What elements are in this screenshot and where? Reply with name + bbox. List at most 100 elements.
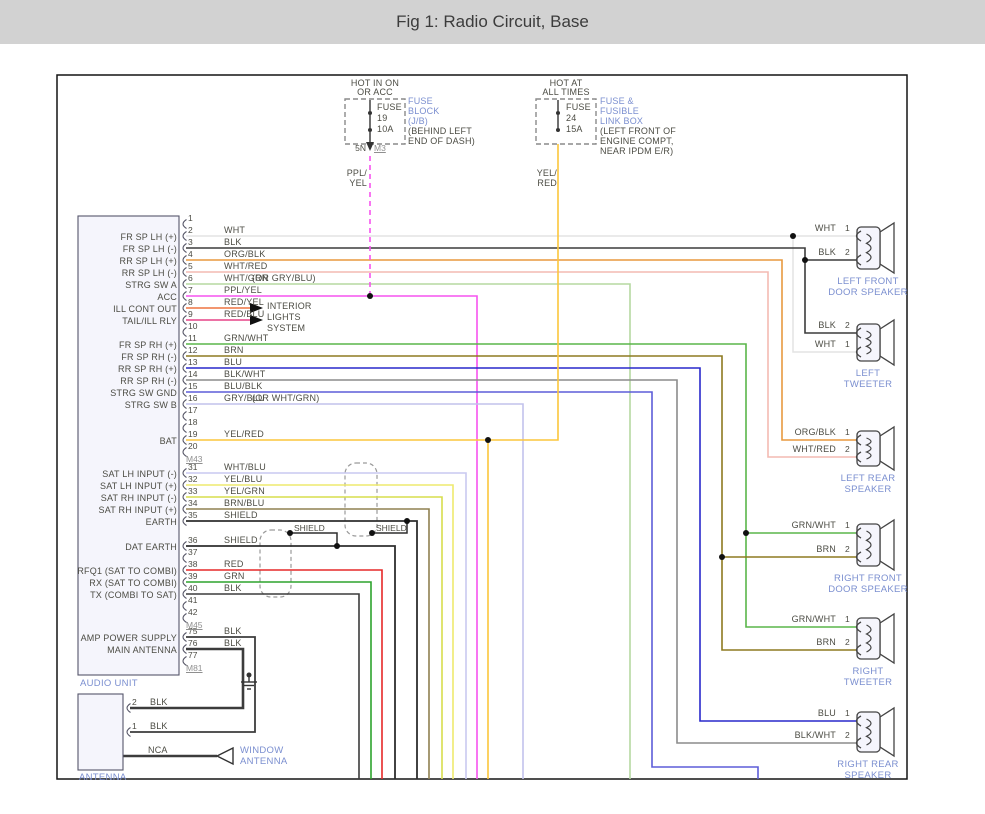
pin-number: 10 bbox=[188, 321, 198, 331]
speaker-name: LEFT REAR bbox=[840, 473, 896, 484]
fuse-terminal bbox=[556, 128, 560, 132]
pin-bracket bbox=[182, 219, 187, 229]
wire-ppl-yel bbox=[186, 295, 478, 779]
pin-number: 76 bbox=[188, 638, 198, 648]
pin-number: 4 bbox=[188, 249, 193, 259]
signal-label: TAIL/ILL RLY bbox=[122, 316, 177, 326]
pin-bracket bbox=[182, 553, 187, 563]
wire-color-label: BRN bbox=[816, 544, 836, 554]
component-name: FUSE bbox=[408, 96, 433, 106]
wire-color-label: RED bbox=[224, 559, 244, 569]
wire-alt-color-note: (OR WHT/GRN) bbox=[252, 393, 320, 403]
labels-layer: HOT IN ON OR ACC FUSE 19 10A FUSE BLOCK (J/B) (B… bbox=[0, 44, 985, 814]
pin-number: 75 bbox=[188, 626, 198, 636]
connector-ref: M81 bbox=[186, 663, 203, 673]
wire-wht-blu bbox=[186, 472, 467, 779]
right-arrow-icon bbox=[250, 303, 263, 313]
speaker-terminal bbox=[855, 451, 862, 463]
wire-color-label: WHT bbox=[224, 225, 246, 235]
signal-label: ACC bbox=[157, 292, 177, 302]
terminal-number: 1 bbox=[845, 614, 850, 624]
wire-color-label: GRN/WHT bbox=[791, 614, 836, 624]
pin-number: 39 bbox=[188, 571, 198, 581]
pin-number: 8 bbox=[188, 297, 193, 307]
speaker-coil bbox=[864, 437, 872, 460]
wire-color-label: WHT/RED bbox=[792, 444, 836, 454]
wire-color-label: SHIELD bbox=[224, 510, 258, 520]
wire-blk bbox=[130, 647, 245, 710]
speaker-name: SPEAKER bbox=[844, 484, 892, 495]
wire-color-label: NCA bbox=[148, 745, 168, 755]
wire-blu bbox=[186, 367, 857, 722]
wire-alt-color-note: (OR GRY/BLU) bbox=[252, 273, 316, 283]
pin-number: 11 bbox=[188, 333, 197, 343]
wire-color-label: BRN bbox=[816, 637, 836, 647]
pin-number: 7 bbox=[188, 285, 193, 295]
pin-number: 41 bbox=[188, 595, 198, 605]
wire-color-label: BLU bbox=[224, 357, 243, 367]
pin-bracket bbox=[182, 447, 187, 457]
fuse-text: FUSE bbox=[377, 102, 402, 112]
component-name: FUSE & bbox=[600, 96, 634, 106]
pin-number: 37 bbox=[188, 547, 198, 557]
audio-unit-box bbox=[77, 215, 180, 676]
wire-color-label: RED bbox=[537, 178, 557, 188]
wire-color-label: BLK bbox=[224, 626, 242, 636]
speaker-terminal bbox=[855, 327, 862, 339]
pin-bracket bbox=[182, 468, 187, 478]
junction-dot bbox=[743, 530, 749, 536]
wire-color-label: WHT bbox=[814, 223, 836, 233]
signal-label: SAT LH INPUT (+) bbox=[100, 481, 177, 491]
speaker-terminal bbox=[855, 254, 862, 266]
speaker-name: SPEAKER bbox=[844, 770, 892, 781]
pin-bracket bbox=[182, 577, 187, 587]
pin-bracket bbox=[182, 387, 187, 397]
component-name: (J/B) bbox=[408, 116, 428, 126]
speaker-coil bbox=[865, 233, 872, 263]
wire-color-label: BLK bbox=[818, 320, 836, 330]
terminal-number: 1 bbox=[845, 427, 850, 437]
connector-ref: M43 bbox=[186, 454, 203, 464]
wire-color-label: YEL/BLU bbox=[224, 474, 263, 484]
signal-label: EARTH bbox=[145, 517, 177, 527]
pin-bracket bbox=[182, 279, 187, 289]
wire-color-label: BLK/WHT bbox=[224, 369, 266, 379]
pin-number: 31 bbox=[188, 462, 198, 472]
pin-number: 16 bbox=[188, 393, 198, 403]
pin-bracket bbox=[182, 601, 187, 611]
speaker-icon bbox=[856, 617, 881, 660]
wire-blu-blk bbox=[186, 391, 759, 779]
fuse-text: 24 bbox=[566, 113, 577, 123]
pin-number: 77 bbox=[188, 650, 198, 660]
wire-color-label: WHT/BLU bbox=[224, 462, 266, 472]
wire-color-label: YEL/RED bbox=[224, 429, 264, 439]
wire-color-label: BLU bbox=[817, 708, 836, 718]
wire-color-label: BLK bbox=[224, 237, 242, 247]
pin-bracket bbox=[182, 363, 187, 373]
speaker-coil bbox=[864, 330, 872, 355]
pin-number: 36 bbox=[188, 535, 198, 545]
signal-label: MAIN ANTENNA bbox=[107, 645, 177, 655]
pin-bracket bbox=[182, 516, 187, 526]
pin-bracket bbox=[182, 351, 187, 361]
fuse-box bbox=[344, 98, 406, 145]
wire-grn-wht bbox=[186, 343, 857, 628]
pin-bracket bbox=[182, 291, 187, 301]
grid-ref: 5N bbox=[355, 143, 366, 153]
pin-bracket bbox=[182, 504, 187, 514]
pin-number: 5 bbox=[188, 261, 193, 271]
pin-bracket bbox=[182, 267, 187, 277]
audio-unit-label: AUDIO UNIT bbox=[80, 678, 138, 689]
interior-lights-system-label: INTERIOR bbox=[267, 301, 312, 311]
wire-grn bbox=[186, 581, 372, 779]
pin-bracket bbox=[182, 423, 187, 433]
pin-number: 15 bbox=[188, 381, 198, 391]
wire-color-label: WHT bbox=[814, 339, 836, 349]
signal-label: DAT EARTH bbox=[125, 542, 177, 552]
signal-label: FR SP LH (-) bbox=[122, 244, 177, 254]
wire-color-label: YEL/ bbox=[536, 168, 557, 178]
pin-bracket bbox=[182, 589, 187, 599]
signal-label: RR SP LH (+) bbox=[119, 256, 177, 266]
wire-color-label: BRN bbox=[224, 345, 244, 355]
wire-shield bbox=[290, 532, 338, 546]
